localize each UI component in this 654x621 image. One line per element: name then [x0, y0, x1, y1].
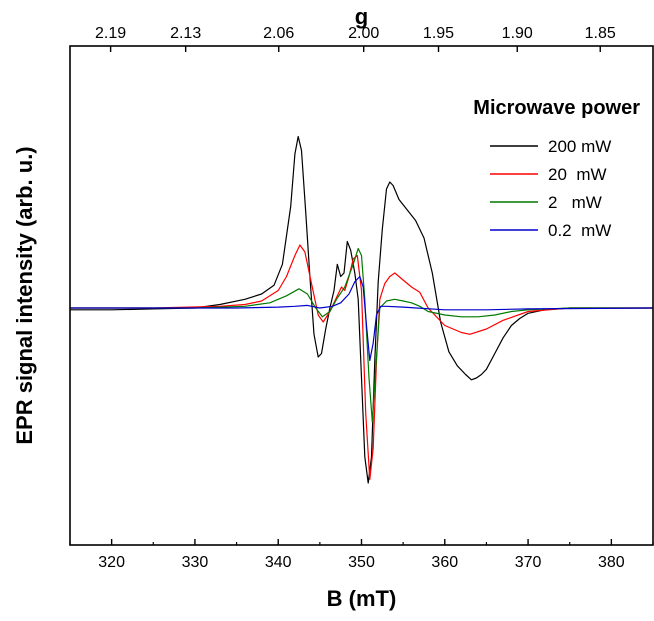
series-layer — [70, 135, 654, 484]
x-tick-label-4: 360 — [431, 554, 458, 571]
x-axis-title: B (mT) — [327, 586, 397, 611]
legend-label-3: 0.2 mW — [548, 221, 611, 240]
series-line-0 — [70, 135, 653, 484]
y-axis-title: EPR signal intensity (arb. u.) — [12, 146, 37, 444]
legend-title: Microwave power — [473, 97, 640, 119]
g-tick-label-5: 1.90 — [502, 25, 533, 42]
x-tick-label-1: 330 — [182, 554, 209, 571]
g-tick-label-4: 1.95 — [423, 25, 454, 42]
top-axis-title: g — [355, 4, 368, 29]
tick-layer: 320 330 340 350 360 370 380 2.19 2.13 2.06 2.00 1.9… — [69, 25, 654, 571]
legend-label-1: 20 mW — [548, 165, 607, 184]
series-line-1 — [70, 244, 653, 481]
series-line-2 — [70, 247, 653, 423]
legend-label-0: 200 mW — [548, 137, 611, 156]
g-tick-label-6: 1.85 — [585, 25, 616, 42]
g-tick-label-2: 2.06 — [263, 25, 294, 42]
x-tick-label-2: 340 — [265, 554, 292, 571]
g-tick-label-1: 2.13 — [170, 25, 201, 42]
x-tick-label-5: 370 — [515, 554, 542, 571]
x-tick-label-3: 350 — [348, 554, 375, 571]
series-line-3 — [70, 275, 654, 362]
g-tick-label-0: 2.19 — [95, 25, 126, 42]
g-tick-label-3: 2.00 — [348, 25, 379, 42]
legend: Microwave power 200 mW 20 mW 2 mW 0.2 mW — [473, 97, 640, 240]
x-tick-label-0: 320 — [98, 554, 125, 571]
x-tick-label-6: 380 — [598, 554, 625, 571]
legend-label-2: 2 mW — [548, 193, 602, 212]
